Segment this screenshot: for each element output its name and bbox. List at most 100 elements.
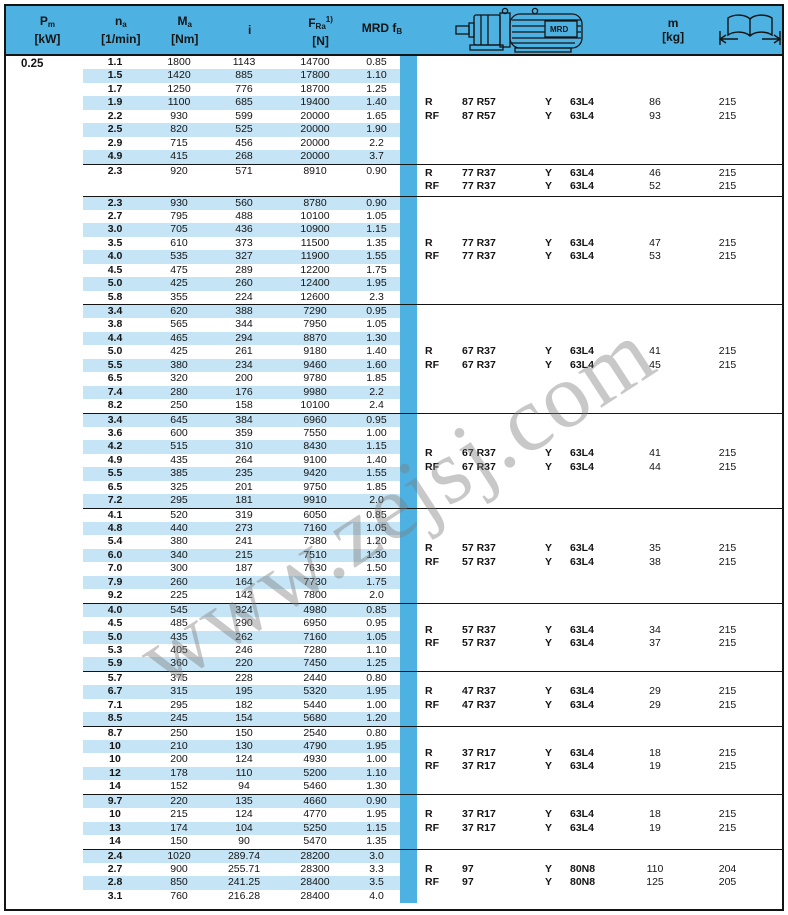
i-value: 776 bbox=[235, 82, 253, 95]
header-speed-symbol: na bbox=[114, 14, 127, 29]
na-value: 14 bbox=[109, 835, 121, 848]
mass-value: 93 bbox=[649, 109, 661, 122]
fra-value: 7160 bbox=[303, 522, 327, 534]
fb-value: 4.0 bbox=[369, 889, 384, 902]
motor-size: 63L4 bbox=[570, 358, 594, 371]
motor-series: Y bbox=[545, 685, 553, 698]
ma-value: 645 bbox=[170, 413, 188, 426]
gear-size: 77 R37 bbox=[462, 236, 496, 249]
fra-value: 17800 bbox=[300, 69, 330, 82]
na-value: 2.7 bbox=[107, 862, 123, 875]
fra-value: 4770 bbox=[303, 808, 327, 821]
gear-type: RF bbox=[425, 250, 439, 263]
motor-size: 63L4 bbox=[570, 180, 594, 192]
i-value: 324 bbox=[235, 603, 253, 616]
fb-value: 1.30 bbox=[366, 780, 387, 793]
fra-value: 5680 bbox=[303, 712, 327, 725]
na-value: 8.2 bbox=[107, 399, 123, 412]
na-value: 3.1 bbox=[107, 889, 123, 902]
i-value: 150 bbox=[235, 726, 253, 739]
i-value: 560 bbox=[235, 196, 253, 209]
page-ref: 215 bbox=[718, 746, 737, 759]
mass-value: 18 bbox=[649, 746, 661, 759]
i-value: 241 bbox=[235, 535, 253, 548]
table-group: 2.3 930 560 8780 0.90 2.7 795 488 10100 1.05 3.0 70… bbox=[83, 195, 782, 304]
table-row: 14 152 94 5460 1.30 bbox=[83, 780, 400, 793]
i-value: 228 bbox=[235, 671, 253, 684]
table-row: 2.5 820 525 20000 1.90 bbox=[83, 123, 400, 137]
i-value: 264 bbox=[235, 453, 253, 466]
ma-value: 475 bbox=[170, 263, 188, 276]
divider-band-segment bbox=[400, 849, 417, 904]
fb-value: 1.15 bbox=[366, 223, 387, 236]
ma-value: 385 bbox=[170, 467, 188, 480]
na-value: 7.4 bbox=[107, 385, 123, 398]
gear-type: R bbox=[425, 862, 433, 875]
ma-value: 565 bbox=[170, 318, 188, 331]
fra-value: 6960 bbox=[303, 413, 327, 426]
motor-size: 63L4 bbox=[570, 698, 594, 711]
motor-block: R 37 R17 Y 63L4 18 215 RF 37 R17 Y 63L4 19 215 bbox=[417, 727, 782, 794]
ma-value: 545 bbox=[170, 603, 188, 616]
table-row: 1.5 1420 885 17800 1.10 bbox=[83, 69, 400, 83]
header-motor-cell: MRD bbox=[422, 7, 628, 53]
fb-value: 0.85 bbox=[366, 56, 387, 68]
fra-value: 2440 bbox=[303, 671, 327, 684]
gear-size: 57 R37 bbox=[462, 637, 496, 650]
row-list: 3.4 620 388 7290 0.95 3.8 565 344 7950 1.05 4.4 465… bbox=[83, 305, 400, 413]
ma-value: 760 bbox=[170, 889, 188, 902]
na-value: 8.5 bbox=[107, 712, 123, 725]
ma-value: 520 bbox=[170, 508, 188, 521]
i-value: 215 bbox=[235, 548, 253, 561]
ma-value: 1100 bbox=[167, 96, 191, 109]
i-value: 273 bbox=[235, 522, 253, 534]
i-value: 571 bbox=[235, 164, 253, 177]
motor-block: R 87 R57 Y 63L4 86 215 RF 87 R57 Y 63L4 93 215 bbox=[417, 56, 782, 164]
fra-value: 8780 bbox=[303, 196, 327, 209]
row-list: 5.7 375 228 2440 0.80 6.7 315 195 5320 1.95 7.1 295… bbox=[83, 672, 400, 726]
ma-value: 900 bbox=[170, 862, 188, 875]
i-value: 384 bbox=[235, 413, 253, 426]
ma-value: 535 bbox=[170, 250, 188, 263]
ma-value: 425 bbox=[170, 345, 188, 358]
page-ref: 215 bbox=[718, 447, 737, 460]
fra-value: 7800 bbox=[303, 589, 327, 602]
fb-value: 1.35 bbox=[366, 835, 387, 848]
row-list: 4.0 545 324 4980 0.85 4.5 485 290 6950 0.95 5.0 435… bbox=[83, 603, 400, 671]
motor-series: Y bbox=[545, 876, 553, 889]
motor-size: 63L4 bbox=[570, 685, 594, 698]
motor-row: R 97 Y 80N8 110 204 bbox=[417, 863, 782, 877]
row-list: 4.1 520 319 6050 0.85 4.8 440 273 7160 1.05 5.4 380… bbox=[83, 509, 400, 603]
i-value: 104 bbox=[235, 821, 253, 834]
gear-size: 87 R57 bbox=[462, 109, 496, 122]
i-value: 344 bbox=[235, 318, 253, 331]
table-row: 3.5 610 373 11500 1.35 bbox=[83, 237, 400, 250]
fra-value: 8910 bbox=[303, 164, 327, 177]
i-value: 1143 bbox=[232, 56, 256, 68]
fb-value: 2.0 bbox=[369, 589, 384, 602]
motor-row: RF 87 R57 Y 63L4 93 215 bbox=[417, 110, 782, 124]
motor-row: R 57 R37 Y 63L4 35 215 bbox=[417, 542, 782, 556]
na-value: 2.3 bbox=[107, 164, 123, 177]
table-row: 7.9 260 164 7730 1.75 bbox=[83, 575, 400, 590]
motor-series: Y bbox=[545, 637, 553, 650]
fb-value: 3.7 bbox=[369, 150, 384, 163]
table-row: 10 210 130 4790 1.95 bbox=[83, 740, 400, 754]
fra-value: 9980 bbox=[303, 385, 327, 398]
fb-value: 0.90 bbox=[366, 164, 387, 177]
table-row: 5.0 425 261 9180 1.40 bbox=[83, 345, 400, 358]
ma-value: 178 bbox=[170, 766, 188, 779]
fra-value: 5470 bbox=[303, 835, 327, 848]
page-ref: 215 bbox=[718, 236, 737, 249]
mrd-gearmotor-icon: MRD bbox=[455, 7, 583, 53]
fb-value: 1.10 bbox=[366, 766, 387, 779]
gear-size: 77 R37 bbox=[462, 166, 496, 179]
fb-value: 1.05 bbox=[366, 318, 387, 331]
ma-value: 250 bbox=[170, 726, 188, 739]
ma-value: 380 bbox=[170, 358, 188, 371]
fra-value: 20000 bbox=[300, 150, 330, 163]
table-row: 5.0 435 262 7160 1.05 bbox=[83, 630, 400, 644]
ma-value: 435 bbox=[170, 630, 188, 643]
table-row: 5.8 355 224 12600 2.3 bbox=[83, 291, 400, 304]
header-torque-unit: [Nm] bbox=[171, 32, 199, 46]
